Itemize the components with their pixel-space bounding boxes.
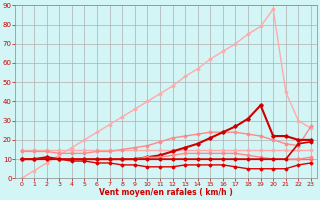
X-axis label: Vent moyen/en rafales ( km/h ): Vent moyen/en rafales ( km/h ) — [100, 188, 233, 197]
